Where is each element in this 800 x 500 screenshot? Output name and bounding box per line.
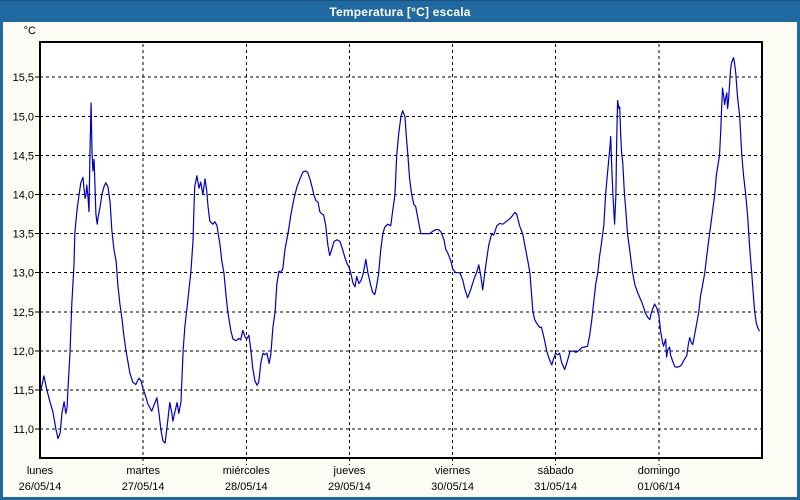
y-tick-label: 12,0 bbox=[13, 346, 34, 358]
temperature-chart: °C 15,515,014,514,013,513,012,512,011,51… bbox=[0, 22, 800, 500]
y-tick-label: 15,5 bbox=[13, 72, 34, 84]
window-border-right bbox=[797, 22, 800, 500]
y-axis-unit-label: °C bbox=[24, 25, 36, 37]
plot-border bbox=[39, 41, 763, 459]
plot-area bbox=[40, 42, 762, 458]
y-tick-label: 12,5 bbox=[13, 307, 34, 319]
x-day-date-label: 27/05/14 bbox=[122, 481, 165, 493]
x-day-name-label: miércoles bbox=[223, 465, 271, 477]
x-day-name-label: martes bbox=[126, 465, 160, 477]
x-day-name-label: viernes bbox=[435, 465, 471, 477]
y-tick-label: 14,0 bbox=[13, 189, 34, 201]
y-tick-label: 13,5 bbox=[13, 229, 34, 241]
x-day-date-label: 28/05/14 bbox=[225, 481, 268, 493]
window-title: Temperatura [°C] escala bbox=[329, 4, 471, 19]
y-tick-label: 11,0 bbox=[13, 424, 34, 436]
x-day-name-label: lunes bbox=[27, 465, 54, 477]
x-day-date-label: 31/05/14 bbox=[534, 481, 577, 493]
x-axis-labels: lunes 26/05/14 martes 27/05/14 miércoles 28/0… bbox=[19, 465, 681, 493]
gridlines bbox=[40, 44, 762, 465]
x-day-date-label: 30/05/14 bbox=[431, 481, 474, 493]
x-day-name-label: domingo bbox=[638, 465, 680, 477]
y-tick-label: 15,0 bbox=[13, 111, 34, 123]
window-border-bottom bbox=[0, 497, 800, 500]
temperature-line bbox=[39, 56, 760, 444]
x-day-date-label: 01/06/14 bbox=[637, 481, 680, 493]
y-tick-label: 11,5 bbox=[13, 385, 34, 397]
y-axis-labels: 15,5 15,0 14,5 14,0 13,5 13,0 12,5 12,0 11,5 11,0 bbox=[13, 72, 34, 436]
x-day-date-label: 26/05/14 bbox=[19, 481, 62, 493]
window-titlebar: Temperatura [°C] escala bbox=[0, 0, 800, 22]
y-tick-label: 14,5 bbox=[13, 150, 34, 162]
x-day-name-label: sábado bbox=[538, 465, 574, 477]
window-border bbox=[0, 22, 800, 500]
x-day-name-label: jueves bbox=[333, 465, 366, 477]
window-border-left bbox=[0, 22, 3, 500]
x-day-date-label: 29/05/14 bbox=[328, 481, 371, 493]
temperature-series bbox=[39, 56, 760, 444]
y-tick-label: 13,0 bbox=[13, 268, 34, 280]
